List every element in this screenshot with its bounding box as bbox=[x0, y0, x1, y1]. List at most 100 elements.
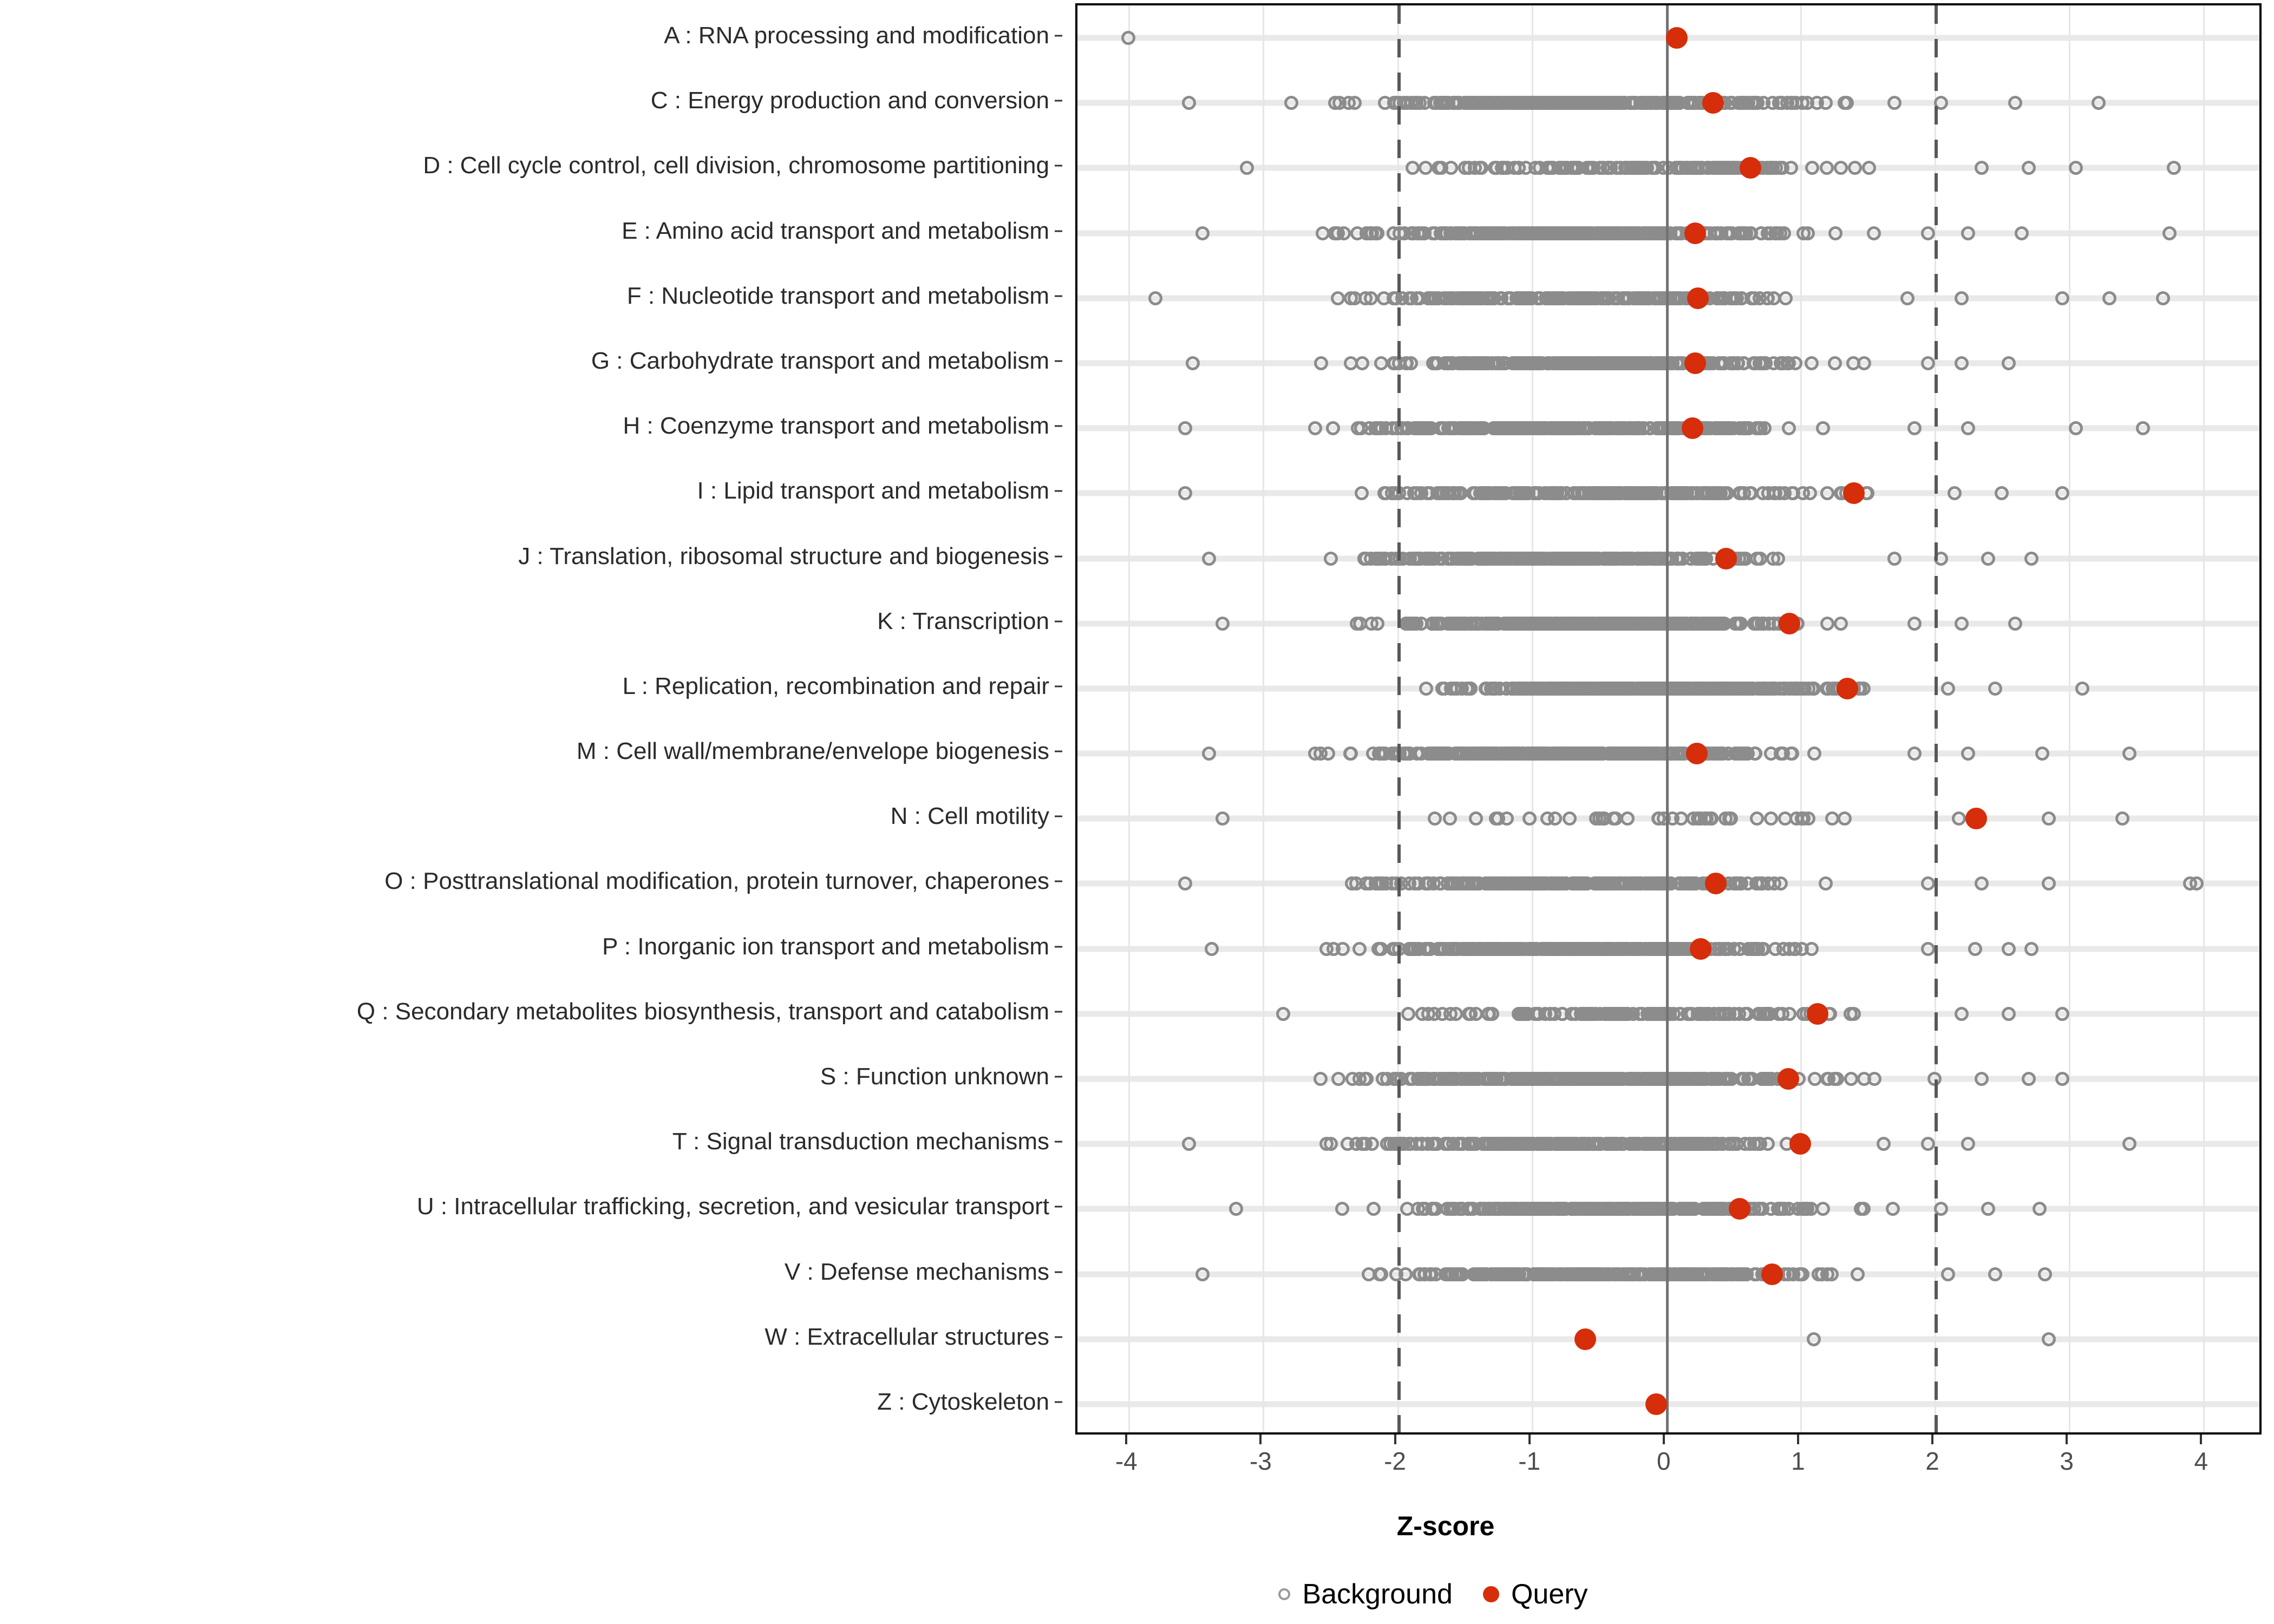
background-point bbox=[1800, 226, 1815, 240]
background-point bbox=[1648, 161, 1663, 175]
background-point bbox=[1776, 226, 1791, 240]
background-point bbox=[1494, 876, 1508, 891]
background-point bbox=[1782, 1006, 1797, 1021]
background-point bbox=[1533, 681, 1547, 696]
background-point bbox=[1585, 1006, 1599, 1021]
background-point bbox=[1619, 941, 1634, 956]
background-point bbox=[1639, 1072, 1654, 1086]
background-point bbox=[1920, 356, 1935, 370]
background-point bbox=[1588, 746, 1603, 761]
x-gridline bbox=[2069, 5, 2071, 1432]
background-point bbox=[1401, 1006, 1415, 1021]
y-axis-category-label: K : Transcription bbox=[877, 608, 1049, 635]
background-point bbox=[1195, 226, 1210, 240]
background-point bbox=[1974, 161, 1989, 175]
background-point bbox=[1788, 681, 1803, 696]
background-point bbox=[1785, 486, 1800, 501]
background-point bbox=[1961, 746, 1976, 761]
background-point bbox=[1763, 811, 1778, 826]
background-point bbox=[1205, 941, 1219, 956]
background-point bbox=[1599, 616, 1613, 631]
background-point bbox=[1469, 811, 1484, 826]
background-point bbox=[1581, 226, 1596, 240]
background-point bbox=[1587, 551, 1602, 566]
y-axis-tick bbox=[1055, 1336, 1062, 1338]
background-point bbox=[1948, 486, 1962, 501]
background-point bbox=[1512, 486, 1527, 501]
background-point bbox=[1805, 681, 1819, 696]
background-point bbox=[1325, 421, 1340, 436]
background-point bbox=[1724, 1072, 1739, 1086]
y-axis-category-label: U : Intracellular trafficking, secretion… bbox=[417, 1193, 1049, 1220]
background-point bbox=[1742, 421, 1756, 436]
background-point bbox=[1920, 226, 1935, 240]
background-point bbox=[1726, 356, 1741, 370]
background-point bbox=[1805, 161, 1820, 175]
background-point bbox=[1623, 226, 1637, 240]
background-point bbox=[1820, 616, 1834, 631]
y-axis-category-label: A : RNA processing and modification bbox=[664, 22, 1049, 49]
background-point bbox=[1355, 356, 1369, 370]
background-point bbox=[1534, 941, 1549, 956]
background-point bbox=[1598, 1006, 1612, 1021]
y-axis-tick bbox=[1055, 425, 1062, 427]
background-point bbox=[1340, 1137, 1355, 1151]
background-point bbox=[1954, 356, 1969, 370]
background-point bbox=[1480, 551, 1494, 566]
background-point bbox=[1406, 161, 1420, 175]
background-point bbox=[1421, 941, 1435, 956]
background-point bbox=[1605, 681, 1620, 696]
background-point bbox=[1907, 746, 1922, 761]
background-point bbox=[1779, 291, 1793, 305]
y-axis-category-label: T : Signal transduction mechanisms bbox=[672, 1128, 1049, 1155]
background-point bbox=[1181, 1137, 1196, 1151]
background-point bbox=[1148, 291, 1162, 305]
background-point bbox=[1694, 681, 1709, 696]
background-point bbox=[1488, 486, 1502, 501]
y-axis-category-label: J : Translation, ribosomal structure and… bbox=[518, 543, 1049, 570]
background-point bbox=[1319, 941, 1334, 956]
background-point bbox=[1515, 1006, 1530, 1021]
background-point bbox=[1462, 226, 1476, 240]
background-point bbox=[1907, 421, 1922, 436]
background-point bbox=[1618, 291, 1633, 305]
background-point bbox=[1374, 356, 1389, 370]
background-point bbox=[2035, 746, 2049, 761]
background-point bbox=[1402, 941, 1417, 956]
background-point bbox=[1437, 226, 1452, 240]
background-point bbox=[1677, 486, 1691, 501]
background-point bbox=[1371, 876, 1386, 891]
y-axis-category-label: S : Function unknown bbox=[820, 1063, 1049, 1090]
background-point bbox=[1524, 356, 1539, 370]
background-point bbox=[1178, 876, 1192, 891]
background-point bbox=[1647, 551, 1662, 566]
background-point bbox=[1528, 96, 1543, 110]
background-point bbox=[1410, 746, 1424, 761]
background-point bbox=[1622, 356, 1636, 370]
background-point bbox=[1497, 551, 1511, 566]
background-point bbox=[1441, 1137, 1456, 1151]
background-point bbox=[1782, 421, 1796, 436]
background-point bbox=[1215, 811, 1230, 826]
background-point bbox=[1121, 31, 1136, 45]
background-point bbox=[1370, 616, 1385, 631]
background-point bbox=[1756, 941, 1770, 956]
background-point bbox=[1473, 486, 1487, 501]
background-point bbox=[1961, 1137, 1976, 1151]
background-point bbox=[1547, 291, 1562, 305]
background-point bbox=[1421, 1006, 1436, 1021]
y-axis-tick bbox=[1055, 815, 1062, 817]
background-point bbox=[1562, 96, 1577, 110]
background-point bbox=[2122, 1137, 2136, 1151]
background-point bbox=[1716, 941, 1731, 956]
background-point bbox=[1771, 551, 1786, 566]
background-point bbox=[2021, 161, 2036, 175]
background-point bbox=[1995, 486, 2009, 501]
background-point bbox=[2024, 941, 2038, 956]
y-axis-category-label: V : Defense mechanisms bbox=[785, 1259, 1049, 1286]
background-point bbox=[1748, 746, 1762, 761]
background-point bbox=[2102, 291, 2116, 305]
background-point bbox=[1458, 161, 1473, 175]
background-point bbox=[1674, 161, 1689, 175]
background-point bbox=[1641, 1006, 1655, 1021]
